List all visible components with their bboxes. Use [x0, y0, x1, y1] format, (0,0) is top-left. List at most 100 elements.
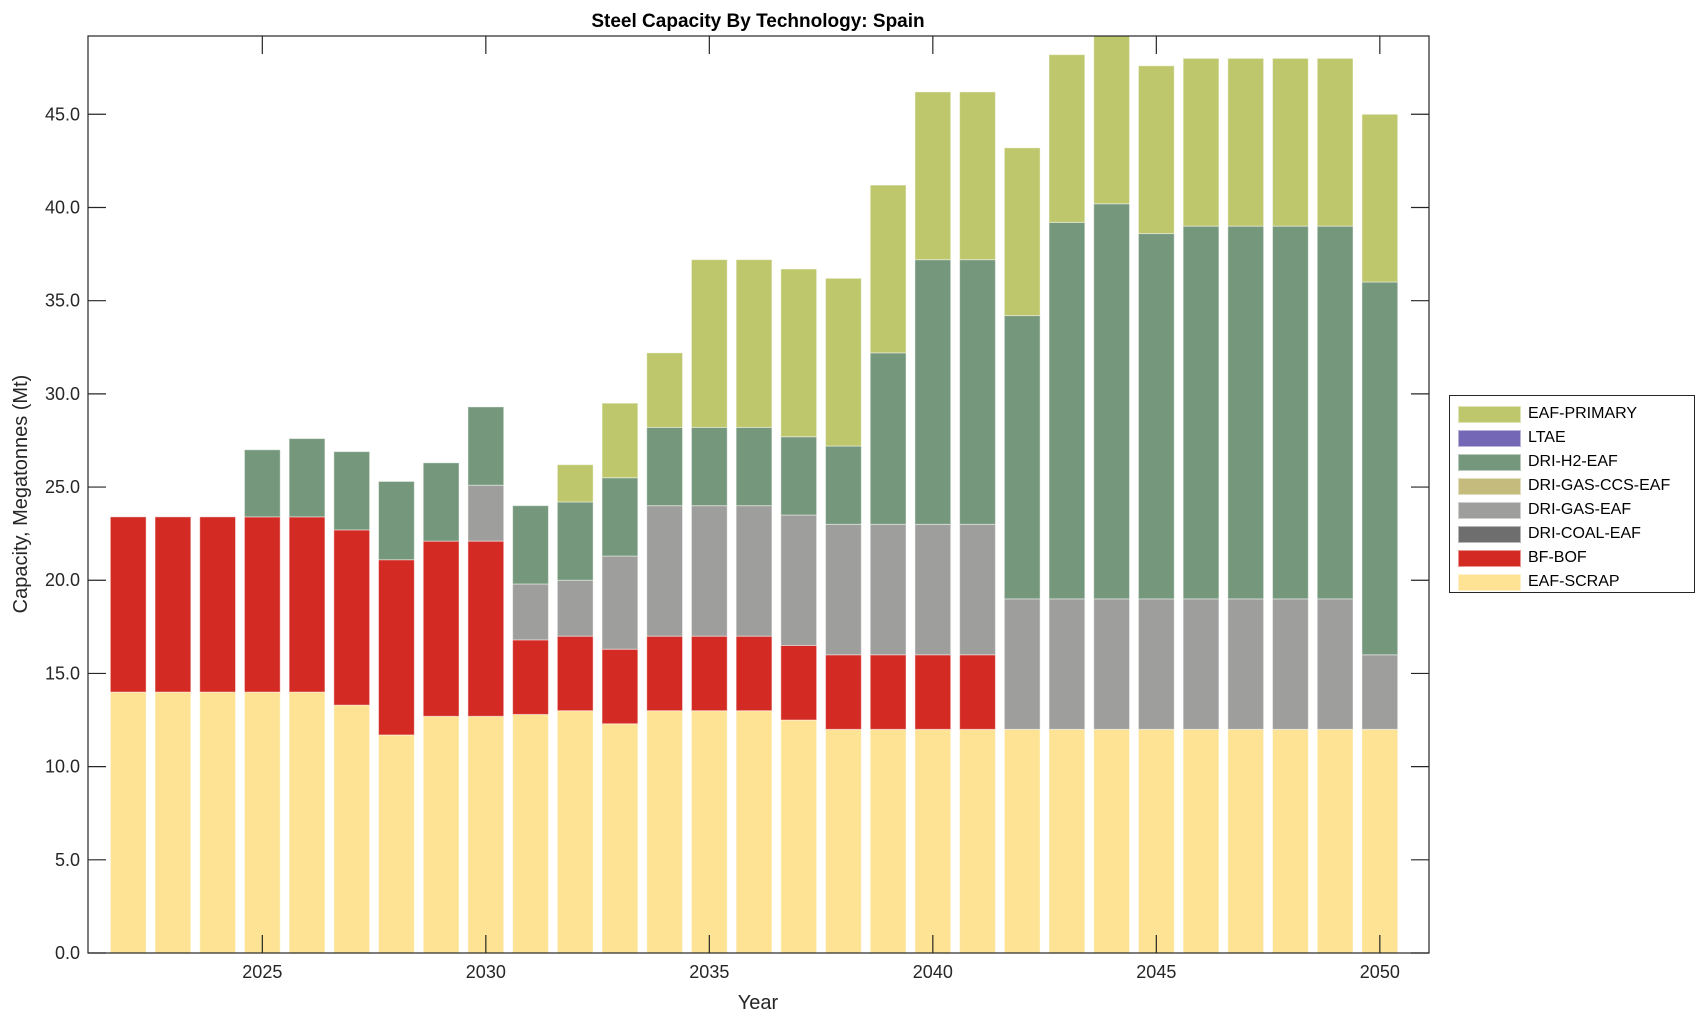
legend-label: DRI-COAL-EAF [1528, 525, 1641, 542]
y-tick-label: 20.0 [45, 570, 80, 590]
y-tick-label: 15.0 [45, 663, 80, 683]
x-axis-label: Year [738, 992, 779, 1014]
bar-segment-dri-gas-eaf-2030 [467, 484, 505, 542]
y-tick-label: 40.0 [45, 197, 80, 217]
legend-item-ltae: LTAE [1450, 426, 1694, 450]
bar-segment-eaf-primary-2042 [1003, 147, 1041, 317]
bar-segment-dri-h2-eaf-2036 [735, 426, 773, 507]
bar-segment-dri-gas-eaf-2048 [1272, 598, 1309, 730]
legend-swatch [1458, 477, 1521, 495]
bar-segment-dri-h2-eaf-2026 [288, 438, 326, 518]
bar-segment-eaf-scrap-2042 [1003, 728, 1041, 954]
bar-segment-eaf-scrap-2024 [199, 691, 237, 954]
bar-segment-dri-gas-eaf-2035 [690, 505, 728, 637]
legend-label: DRI-GAS-EAF [1528, 501, 1632, 518]
bar-segment-bf-bof-2028 [378, 559, 415, 736]
bar-segment-eaf-scrap-2030 [467, 715, 505, 954]
y-tick-label: 25.0 [45, 477, 80, 497]
bar-segment-bf-bof-2026 [288, 516, 326, 693]
bar-segment-eaf-scrap-2039 [869, 728, 907, 954]
bar-segment-eaf-scrap-2025 [243, 691, 281, 954]
bar-segment-eaf-scrap-2047 [1227, 728, 1265, 954]
bar-segment-eaf-scrap-2033 [601, 723, 639, 954]
y-tick-label: 0.0 [55, 943, 80, 963]
legend-swatch [1458, 405, 1521, 423]
bar-segment-dri-h2-eaf-2040 [914, 259, 952, 525]
chart-title: Steel Capacity By Technology: Spain [591, 11, 924, 32]
y-tick-label: 5.0 [55, 850, 80, 870]
bar-segment-eaf-scrap-2035 [690, 710, 728, 954]
x-axis: 2025 2030 2035 2040 2045 2050 [242, 36, 1400, 982]
bar-segment-dri-h2-eaf-2041 [959, 259, 996, 525]
bar-segment-eaf-scrap-2044 [1093, 728, 1131, 954]
bar-segment-bf-bof-2037 [780, 644, 818, 721]
bar-segment-dri-h2-eaf-2043 [1048, 221, 1086, 600]
bar-segment-dri-h2-eaf-2035 [690, 426, 728, 507]
bar-segment-bf-bof-2024 [199, 516, 237, 693]
bar-segment-dri-h2-eaf-2046 [1182, 225, 1220, 600]
bar-segment-dri-h2-eaf-2047 [1227, 225, 1265, 600]
bar-segment-dri-h2-eaf-2027 [333, 451, 371, 531]
bar-segment-dri-h2-eaf-2038 [825, 445, 862, 525]
y-tick-label: 10.0 [45, 757, 80, 777]
legend-item-dri-gas-eaf: DRI-GAS-EAF [1450, 498, 1694, 522]
y-tick-label: 35.0 [45, 291, 80, 311]
bar-segment-dri-gas-eaf-2037 [780, 514, 818, 646]
bar-segment-dri-h2-eaf-2044 [1093, 203, 1131, 600]
legend-item-dri-coal-eaf: DRI-COAL-EAF [1450, 522, 1694, 546]
bar-segment-dri-gas-eaf-2031 [512, 583, 549, 641]
bar-segment-eaf-scrap-2022 [109, 691, 147, 954]
bar-segment-bf-bof-2041 [959, 654, 996, 730]
bar-segment-eaf-scrap-2045 [1137, 728, 1175, 954]
legend-swatch [1458, 549, 1521, 567]
plot-frame [87, 35, 1430, 954]
bar-segment-dri-h2-eaf-2039 [869, 352, 907, 525]
bar-segment-dri-h2-eaf-2042 [1003, 315, 1041, 600]
bar-segment-dri-h2-eaf-2031 [512, 505, 549, 585]
bar-segment-eaf-scrap-2046 [1182, 728, 1220, 954]
y-axis-label: Capacity, Megatonnes (Mt) [10, 375, 32, 614]
bar-segment-eaf-primary-2038 [825, 277, 862, 447]
legend-item-eaf-primary: EAF-PRIMARY [1450, 402, 1694, 426]
bar-segment-bf-bof-2029 [422, 540, 460, 717]
bar-segment-eaf-scrap-2040 [914, 728, 952, 954]
bar-segment-eaf-scrap-2027 [333, 704, 371, 954]
bar-segment-dri-gas-eaf-2050 [1361, 654, 1399, 730]
bar-segment-eaf-scrap-2031 [512, 713, 549, 954]
bar-segment-dri-h2-eaf-2025 [243, 449, 281, 518]
bars-group [109, 35, 1399, 954]
legend-item-dri-h2-eaf: DRI-H2-EAF [1450, 450, 1694, 474]
bar-segment-eaf-scrap-2038 [825, 728, 862, 954]
bar-segment-eaf-primary-2044 [1093, 35, 1131, 205]
legend: EAF-PRIMARY LTAE DRI-H2-EAF DRI-GAS-CCS-EAF… [1449, 395, 1695, 593]
bar-segment-bf-bof-2033 [601, 648, 639, 725]
bar-segment-dri-gas-eaf-2047 [1227, 598, 1265, 730]
bar-segment-dri-gas-eaf-2032 [556, 579, 594, 637]
bar-segment-eaf-primary-2032 [556, 464, 594, 503]
y-tick-label: 30.0 [45, 384, 80, 404]
bar-segment-dri-gas-eaf-2040 [914, 523, 952, 656]
bar-segment-bf-bof-2038 [825, 654, 862, 730]
bar-segment-eaf-scrap-2036 [735, 710, 773, 954]
x-tick-label: 2040 [913, 962, 953, 982]
bar-segment-eaf-scrap-2028 [378, 734, 415, 954]
bar-segment-eaf-primary-2035 [690, 259, 728, 428]
bar-segment-bf-bof-2025 [243, 516, 281, 693]
bar-segment-bf-bof-2040 [914, 654, 952, 730]
legend-label: EAF-PRIMARY [1528, 405, 1638, 422]
bar-segment-eaf-scrap-2037 [780, 719, 818, 954]
x-tick-label: 2035 [689, 962, 729, 982]
bar-segment-eaf-primary-2036 [735, 259, 773, 428]
bar-segment-eaf-scrap-2050 [1361, 728, 1399, 954]
bar-segment-eaf-primary-2050 [1361, 113, 1399, 283]
bar-segment-eaf-primary-2047 [1227, 57, 1265, 227]
legend-swatch [1458, 429, 1521, 447]
bar-segment-eaf-primary-2049 [1316, 57, 1354, 227]
bar-segment-eaf-scrap-2023 [154, 691, 192, 954]
bar-segment-eaf-primary-2033 [601, 402, 639, 479]
bar-segment-bf-bof-2036 [735, 635, 773, 712]
bar-segment-bf-bof-2032 [556, 635, 594, 712]
bar-segment-bf-bof-2022 [109, 516, 147, 693]
bar-segment-eaf-primary-2037 [780, 268, 818, 438]
